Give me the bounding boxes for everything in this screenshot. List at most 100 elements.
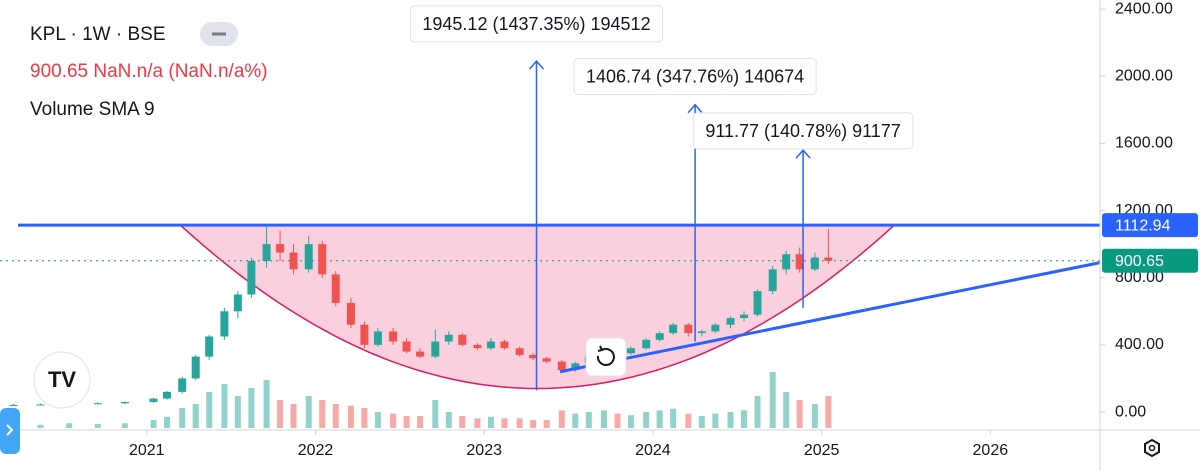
candle-body: [810, 257, 819, 270]
candle-body: [120, 401, 129, 404]
volume-bar: [390, 413, 397, 428]
x-tick-label: 2026: [973, 442, 1009, 459]
settings-icon: [1148, 444, 1156, 452]
volume-bar: [417, 416, 424, 428]
volume-bar: [543, 420, 550, 428]
candle-body: [642, 339, 651, 349]
volume-bar: [530, 420, 537, 428]
volume-bar: [121, 423, 128, 428]
cup-area: [178, 224, 897, 390]
price-label: 900.65: [1115, 253, 1164, 270]
candle-body: [163, 391, 172, 399]
x-tick-label: 2022: [298, 442, 334, 459]
price-label: 1112.94: [1115, 217, 1171, 234]
symbol: KPL · 1W · BSE: [30, 24, 166, 45]
arrow-head: [528, 59, 545, 70]
candle-body: [669, 324, 678, 334]
legend-panel: [22, 15, 312, 130]
volume-bar: [206, 392, 213, 428]
volume-bar: [796, 400, 803, 428]
volume-bar: [600, 410, 607, 428]
volume-bar: [656, 410, 663, 428]
candle-body: [304, 244, 313, 270]
candle-body: [486, 341, 495, 349]
y-tick-label: 0.00: [1115, 403, 1146, 420]
candle-body: [711, 324, 720, 332]
volume-bar: [627, 415, 634, 428]
y-tick-label: 400.00: [1115, 336, 1164, 353]
volume-bar: [248, 388, 255, 428]
candle-body: [768, 269, 777, 292]
candle-body: [753, 291, 762, 315]
candle-body: [515, 348, 524, 355]
volume-bar: [572, 413, 579, 428]
candle-body: [444, 334, 453, 342]
candle-body: [373, 331, 382, 345]
measure-label: 1945.12 (1437.35%) 194512: [422, 14, 650, 34]
volume-bar: [585, 412, 592, 428]
measure-label: 1406.74 (347.76%) 140674: [586, 67, 804, 87]
candle-body: [9, 404, 18, 406]
volume-bar: [192, 404, 199, 428]
volume-bar: [501, 418, 508, 428]
candle-body: [262, 244, 271, 261]
volume-bar: [474, 418, 481, 428]
y-tick-label: 800.00: [1115, 269, 1164, 286]
logo-mark: TV: [48, 367, 76, 392]
reset-icon: [596, 345, 615, 366]
candle-body: [247, 260, 256, 295]
candle-body: [557, 361, 566, 371]
candle-body: [233, 294, 242, 312]
volume-bar: [754, 396, 761, 428]
reset-button[interactable]: [585, 337, 627, 377]
candle-body: [697, 331, 706, 334]
candle-body: [346, 302, 355, 325]
candle-body: [740, 314, 749, 319]
volume-bar: [179, 408, 186, 428]
x-tick-label: 2023: [466, 442, 502, 459]
price-label-box: [1102, 213, 1198, 238]
candle-body: [93, 403, 102, 405]
y-tick-label: 1600.00: [1115, 135, 1173, 152]
y-tick-label: 2000.00: [1115, 67, 1173, 84]
volume-bar: [332, 404, 339, 428]
volume-bar: [783, 392, 790, 428]
volume-bar: [712, 413, 719, 428]
candle-body: [36, 404, 45, 406]
candle-body: [289, 252, 298, 270]
candle-body: [500, 341, 509, 349]
settings-button[interactable]: [1144, 438, 1160, 458]
volume-bar: [347, 405, 354, 428]
side-toggle-icon: [6, 424, 14, 436]
volume-bar: [670, 408, 677, 428]
volume-bar: [150, 420, 157, 428]
trendline: [559, 261, 1101, 374]
candle-body: [360, 324, 369, 345]
volume-bar: [374, 412, 381, 428]
candle-body: [191, 356, 200, 379]
logo[interactable]: [33, 351, 91, 409]
volume-bar: [432, 400, 439, 428]
candle-body: [684, 324, 693, 334]
candle-body: [655, 333, 664, 340]
volume-bar: [741, 410, 748, 428]
x-tick-label: 2024: [635, 442, 671, 459]
candle-body: [782, 254, 791, 270]
candle-body: [389, 331, 398, 342]
candle-body: [824, 257, 833, 261]
candle-body: [331, 274, 340, 303]
y-tick-label: 2400.00: [1115, 0, 1173, 17]
candle-body: [529, 354, 538, 359]
volume-bar: [94, 424, 101, 428]
candle-body: [178, 378, 187, 392]
candle-body: [726, 318, 735, 325]
candle-body: [458, 334, 467, 345]
measure-label: 911.77 (140.78%) 91177: [705, 121, 901, 141]
volume-bar: [769, 372, 776, 428]
candle-body: [220, 311, 229, 337]
x-tick-label: 2021: [129, 442, 165, 459]
candle-body: [795, 254, 804, 270]
volume-bar: [516, 418, 523, 428]
candle-body: [149, 398, 158, 402]
